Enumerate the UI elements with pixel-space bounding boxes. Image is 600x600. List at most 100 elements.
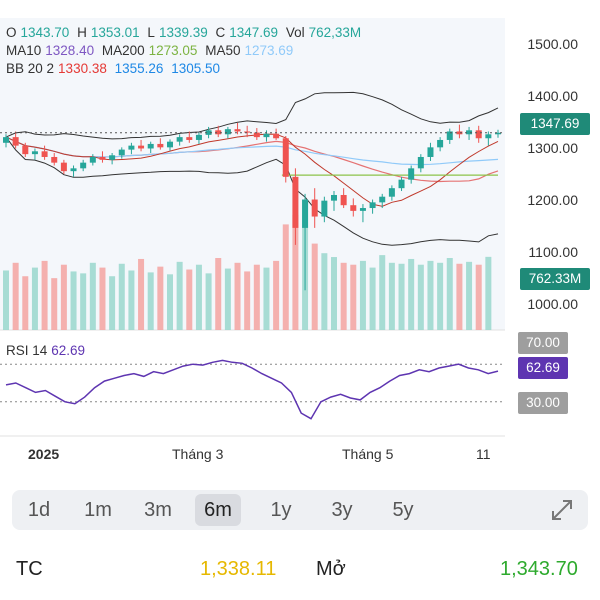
range-1m-button[interactable]: 1m [84,499,112,521]
candle-body [456,131,463,135]
candle-body [437,139,444,148]
volume-bar [167,274,173,330]
open-stat-value: 1,343.70 [500,558,578,580]
close-label: C [215,25,226,40]
bb-lower-value: 1305.50 [171,61,221,76]
range-3y-button[interactable]: 3y [331,499,353,521]
price-axis-tick: 1400.00 [527,88,578,104]
candle-body [331,194,337,201]
volume-bar [205,273,212,330]
candle-body [398,179,405,189]
price-chart[interactable]: O 1343.70 H 1353.01 L 1339.39 C 1347.69 Vol 7… [0,0,600,470]
open-stat-label: Mở [316,558,346,580]
candle-body [118,149,125,156]
chart-canvas[interactable] [0,0,600,470]
volume-bar [99,267,106,330]
bb-legend: BB 20 2 1330.38 1355.26 1305.50 [6,60,224,77]
ma200-value: 1273.05 [148,43,198,58]
x-axis-month: 11 [476,446,491,462]
low-value: 1339.39 [158,25,208,40]
range-6m-button[interactable]: 6m [195,494,241,526]
open-label: O [6,25,17,40]
volume-bar [273,260,280,330]
candle-body [80,162,87,169]
ma50-value: 1273.69 [244,43,294,58]
price-axis-tick: 1200.00 [527,192,578,208]
candle-body [369,202,376,209]
candle-body [224,129,231,135]
volume-bar [379,255,386,330]
candle-body [408,168,415,180]
candle-body [350,205,357,211]
volume-bar [31,267,38,330]
tc-label: TC [16,558,43,580]
volume-bar [437,262,444,330]
candle-body [128,145,135,150]
range-3m-button[interactable]: 3m [144,499,172,521]
ma10-label: MA10 [6,43,42,58]
volume-bar [244,271,251,330]
range-1y-button[interactable]: 1y [270,499,292,521]
low-label: L [147,25,155,40]
candle-body [282,138,289,177]
candle-body [12,137,19,146]
candle-body [109,155,116,160]
range-1d-button[interactable]: 1d [27,499,51,521]
candle-body [359,208,366,211]
candle-body [485,134,492,139]
candle-body [263,133,270,138]
candle-body [234,129,241,132]
rsi-lower-tag: 30.00 [518,392,568,414]
candle-body [3,137,9,143]
volume-bar [51,278,58,330]
candle-body [244,131,251,133]
price-axis-tick: 1100.00 [528,244,578,260]
volume-bar [485,256,492,330]
candle-body [253,132,260,138]
bb-mid-value: 1330.38 [58,61,107,76]
candle-body [167,141,173,148]
rsi-pane-bg [0,330,505,436]
ma10-value: 1328.40 [45,43,95,58]
candle-body [99,156,106,160]
volume-bar [331,257,337,330]
candle-body [495,132,501,135]
current-volume-tag: 762.33M [520,268,590,290]
high-label: H [77,25,87,40]
volume-bar [263,267,270,330]
volume-bar [466,261,473,330]
volume-bar [89,262,96,330]
volume-bar [446,258,453,330]
ma50-label: MA50 [205,43,241,58]
volume-bar [41,260,48,330]
volume-bar [70,271,77,330]
current-price-tag: 1347.69 [520,113,590,135]
volume-bar [12,262,19,330]
candle-body [340,194,347,206]
volume-bar [282,224,289,330]
volume-bar [292,214,299,330]
price-axis-tick: 1000.00 [527,296,578,312]
volume-bar [224,268,231,330]
candle-body [475,130,482,139]
x-axis-month: Tháng 3 [172,446,224,462]
bb-upper-value: 1355.26 [114,61,164,76]
vol-label: Vol [285,25,305,40]
candle-body [176,137,183,142]
candle-body [292,176,299,228]
candle-body [70,168,77,172]
volume-bar [147,272,154,330]
ma-legend: MA10 1328.40 MA200 1273.05 MA50 1273.69 [6,42,297,59]
candle-body [138,145,145,149]
range-5y-button[interactable]: 5y [392,499,414,521]
tc-value: 1,338.11 [200,558,277,580]
candle-body [215,130,222,135]
candle-body [379,196,386,203]
volume-bar [215,258,222,330]
rsi-upper-tag: 70.00 [518,332,568,354]
expand-icon[interactable] [548,496,576,524]
volume-bar [234,262,241,330]
candle-body [22,145,29,155]
volume-bar [109,276,116,330]
volume-bar [388,262,395,330]
